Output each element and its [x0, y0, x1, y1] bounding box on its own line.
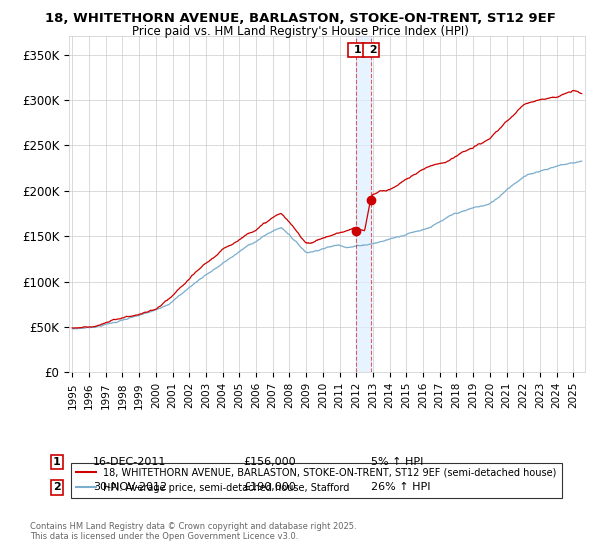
Text: 16-DEC-2011: 16-DEC-2011	[93, 457, 166, 467]
Text: 2: 2	[53, 482, 61, 492]
Text: Price paid vs. HM Land Registry's House Price Index (HPI): Price paid vs. HM Land Registry's House …	[131, 25, 469, 38]
Text: 18, WHITETHORN AVENUE, BARLASTON, STOKE-ON-TRENT, ST12 9EF: 18, WHITETHORN AVENUE, BARLASTON, STOKE-…	[44, 12, 556, 25]
Text: 1: 1	[350, 45, 361, 55]
Text: 5% ↑ HPI: 5% ↑ HPI	[371, 457, 423, 467]
Text: 30-NOV-2012: 30-NOV-2012	[93, 482, 167, 492]
Text: Contains HM Land Registry data © Crown copyright and database right 2025.
This d: Contains HM Land Registry data © Crown c…	[30, 522, 356, 542]
Legend: 18, WHITETHORN AVENUE, BARLASTON, STOKE-ON-TRENT, ST12 9EF (semi-detached house): 18, WHITETHORN AVENUE, BARLASTON, STOKE-…	[71, 463, 562, 497]
Text: £156,000: £156,000	[243, 457, 296, 467]
Text: 26% ↑ HPI: 26% ↑ HPI	[371, 482, 430, 492]
Text: £190,000: £190,000	[243, 482, 296, 492]
Text: 1: 1	[53, 457, 61, 467]
Text: 2: 2	[365, 45, 377, 55]
Bar	[356, 36, 371, 372]
